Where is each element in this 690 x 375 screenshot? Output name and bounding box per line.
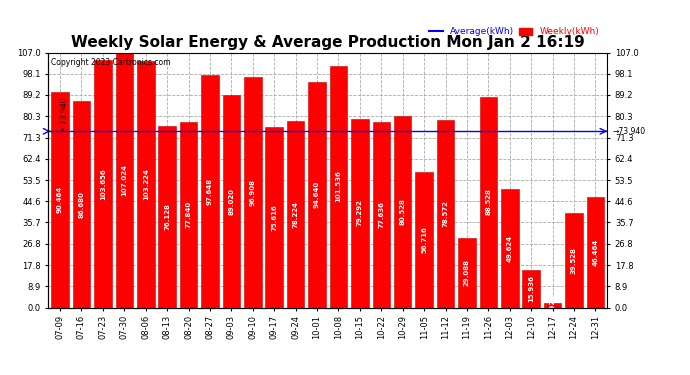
Text: 49.624: 49.624 — [506, 235, 513, 262]
Bar — [159, 126, 176, 308]
Bar — [480, 96, 497, 308]
Text: 39.528: 39.528 — [571, 247, 577, 274]
Bar — [544, 303, 562, 307]
Bar — [458, 238, 475, 308]
Text: 89.020: 89.020 — [228, 188, 235, 215]
Bar — [330, 66, 347, 308]
Bar — [72, 101, 90, 308]
Text: 96.908: 96.908 — [250, 178, 256, 206]
Bar — [287, 121, 304, 308]
Text: 86.680: 86.680 — [79, 191, 84, 217]
Text: 77.840: 77.840 — [186, 201, 192, 228]
Text: 80.528: 80.528 — [400, 198, 406, 225]
Bar — [373, 123, 390, 308]
Bar — [137, 62, 155, 308]
Text: 79.292: 79.292 — [357, 200, 363, 226]
Text: 15.936: 15.936 — [528, 275, 534, 302]
Text: 103.656: 103.656 — [100, 168, 106, 200]
Text: 97.648: 97.648 — [207, 178, 213, 205]
Bar — [180, 122, 197, 308]
Bar — [394, 116, 411, 308]
Text: 75.616: 75.616 — [271, 204, 277, 231]
Bar — [586, 197, 604, 308]
Text: 1.928: 1.928 — [550, 294, 555, 316]
Bar — [115, 53, 133, 308]
Text: Copyright 2023 Cartronics.com: Copyright 2023 Cartronics.com — [51, 58, 170, 67]
Bar — [351, 118, 368, 308]
Text: 90.464: 90.464 — [57, 186, 63, 213]
Text: 78.224: 78.224 — [293, 201, 299, 228]
Text: →73.940: →73.940 — [613, 127, 646, 136]
Bar — [223, 95, 240, 308]
Bar — [266, 127, 283, 308]
Text: 94.640: 94.640 — [314, 181, 320, 209]
Bar — [201, 75, 219, 308]
Bar — [244, 76, 262, 308]
Text: 101.536: 101.536 — [335, 171, 342, 202]
Bar — [501, 189, 519, 308]
Bar — [522, 270, 540, 308]
Bar — [565, 213, 583, 308]
Text: 46.464: 46.464 — [593, 238, 598, 266]
Text: 56.716: 56.716 — [421, 226, 427, 253]
Legend: Average(kWh), Weekly(kWh): Average(kWh), Weekly(kWh) — [426, 24, 602, 40]
Bar — [415, 172, 433, 308]
Title: Weekly Solar Energy & Average Production Mon Jan 2 16:19: Weekly Solar Energy & Average Production… — [71, 35, 584, 50]
Text: 88.528: 88.528 — [485, 189, 491, 216]
Bar — [51, 92, 69, 308]
Bar — [308, 82, 326, 308]
Text: • 73.940: • 73.940 — [60, 98, 69, 131]
Text: 107.024: 107.024 — [121, 164, 128, 196]
Text: 103.224: 103.224 — [143, 168, 149, 200]
Text: 77.636: 77.636 — [378, 201, 384, 228]
Bar — [94, 60, 112, 308]
Text: 78.572: 78.572 — [442, 200, 448, 227]
Text: 76.128: 76.128 — [164, 203, 170, 230]
Text: 29.088: 29.088 — [464, 260, 470, 286]
Bar — [437, 120, 454, 308]
